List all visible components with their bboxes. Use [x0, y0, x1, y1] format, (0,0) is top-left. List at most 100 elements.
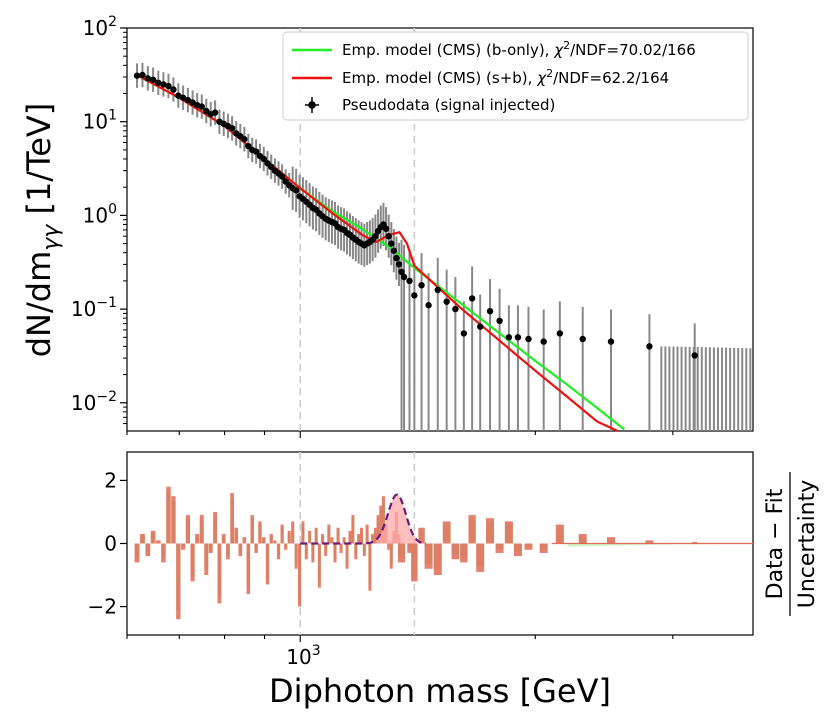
residual-bar-39	[301, 521, 305, 544]
residual-bar-49	[333, 543, 337, 563]
residual-bar-22	[238, 543, 243, 557]
residual-bar-28	[262, 537, 266, 544]
ratio-y-ticks: 2 0 −2	[88, 468, 127, 619]
data-point-9	[179, 94, 187, 101]
ratio-y-tick-label-1: 0	[104, 532, 117, 556]
residual-bar-4	[155, 540, 161, 544]
residual-bar-86	[504, 521, 513, 544]
data-point-14	[203, 107, 210, 115]
residual-bar-44	[317, 543, 321, 588]
data-point-81	[452, 305, 459, 313]
residual-bar-76	[418, 527, 425, 544]
residual-bar-73	[397, 543, 406, 563]
residual-bar-45	[321, 534, 325, 544]
residual-bar-89	[539, 543, 548, 553]
data-point-77	[418, 281, 425, 289]
ratio-vertical-lines	[299, 452, 416, 635]
residual-bar-81	[460, 543, 468, 563]
data-point-82	[460, 330, 468, 337]
residual-bar-56	[354, 543, 358, 560]
residual-bar-92	[606, 537, 615, 544]
residual-bar-27	[258, 521, 262, 544]
data-point-76	[411, 292, 418, 299]
legend-label-sb-pre: Emp. model (CMS) (s+b),	[342, 69, 537, 87]
residual-bar-84	[486, 518, 495, 544]
residual-bar-35	[287, 530, 291, 544]
data-point-72	[395, 261, 403, 268]
residual-bar-42	[311, 543, 315, 563]
residual-bar-77	[424, 543, 433, 569]
residual-bar-19	[226, 543, 230, 560]
residual-bar-57	[357, 534, 361, 544]
residual-bar-0	[134, 543, 140, 563]
legend-chi-symbol-2: χ	[536, 69, 547, 87]
data-point-37	[292, 187, 300, 194]
main-y-tick-label-2-exp: 0	[108, 201, 117, 217]
residual-bar-30	[269, 534, 273, 544]
data-point-24	[245, 142, 252, 150]
ratio-panel: 2 0 −2 103 Diphoton mass [GeV] Data − Fit …	[88, 451, 820, 710]
data-point-78	[425, 302, 432, 309]
main-y-tick-label-1: 101	[83, 108, 117, 134]
data-point-68	[385, 232, 392, 240]
residual-bar-2	[145, 543, 151, 557]
x-tick-label-1000-base: 10	[286, 645, 311, 669]
sb-curve	[137, 74, 619, 432]
signal-fill	[375, 494, 417, 544]
main-x-ticks	[126, 431, 674, 438]
residual-bar-68	[387, 543, 391, 550]
residual-bar-18	[221, 534, 226, 544]
data-point-79	[434, 286, 441, 294]
legend: Emp. model (CMS) (b-only), χ2/NDF=70.02/…	[282, 31, 749, 121]
residual-bar-24	[246, 543, 251, 594]
data-point-5	[160, 81, 167, 88]
residual-bar-1	[140, 534, 145, 544]
data-point-91	[556, 330, 564, 337]
legend-label-bkg-pre: Emp. model (CMS) (b-only),	[342, 41, 554, 59]
residual-bar-21	[234, 527, 239, 544]
data-point-84	[477, 323, 484, 330]
residual-bar-43	[314, 527, 318, 544]
data-point-7	[170, 86, 177, 93]
residual-bar-17	[217, 543, 222, 604]
residual-bar-58	[360, 527, 364, 544]
ratio-y-title-bottom: Uncertainty	[795, 480, 820, 609]
residual-bar-5	[161, 543, 166, 563]
pseudodata-points	[133, 71, 698, 359]
data-point-4	[155, 79, 162, 87]
main-y-tick-label-3-base: 10	[71, 297, 96, 321]
main-y-tick-label-3: 10−1	[71, 295, 117, 321]
residual-bar-38	[298, 543, 302, 607]
legend-label-data: Pseudodata (signal injected)	[342, 96, 555, 114]
residual-tail-band	[567, 543, 753, 547]
residual-bar-66	[381, 496, 385, 544]
data-point-74	[400, 273, 408, 281]
data-point-23	[241, 136, 248, 143]
ratio-y-tick-label-0: 2	[104, 468, 117, 492]
data-point-70	[390, 247, 398, 254]
residual-bar-26	[254, 543, 258, 553]
residual-bar-8	[176, 543, 181, 620]
data-point-90	[540, 338, 547, 345]
residual-bar-40	[304, 543, 308, 560]
residual-bar-23	[242, 537, 247, 544]
residual-bar-15	[208, 543, 213, 553]
data-point-13	[198, 103, 205, 110]
residual-bar-31	[273, 540, 277, 544]
residual-bar-63	[373, 527, 377, 544]
data-point-26	[252, 148, 260, 155]
data-point-1	[139, 71, 146, 79]
residual-bar-64	[376, 515, 380, 544]
data-point-10	[184, 96, 192, 104]
data-point-69	[388, 240, 395, 247]
model-curves	[137, 74, 625, 432]
main-y-tick-label-0-exp: 2	[108, 14, 117, 30]
data-point-83	[468, 295, 476, 302]
data-point-6	[165, 82, 172, 90]
residual-bar-51	[339, 543, 343, 553]
residual-bar-61	[368, 543, 372, 591]
residual-bar-83	[476, 543, 485, 572]
main-y-tick-label-0-base: 10	[83, 16, 108, 40]
